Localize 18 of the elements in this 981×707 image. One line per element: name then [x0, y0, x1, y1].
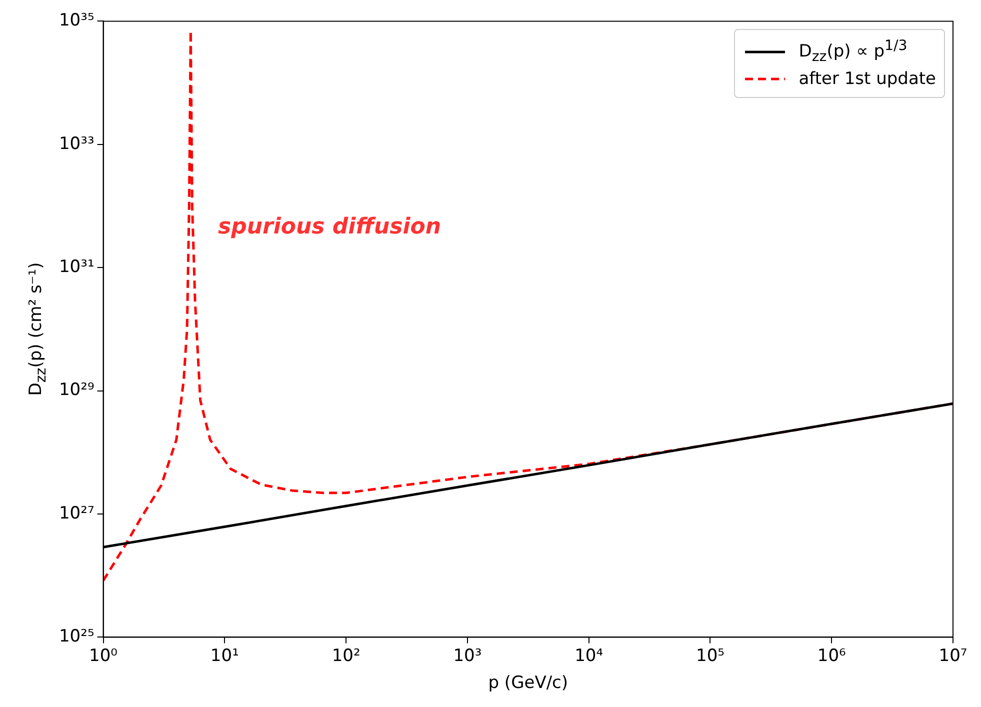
- y-tick-label: 10²⁷: [58, 503, 94, 524]
- x-axis-title: p (GeV/c): [488, 673, 568, 694]
- x-tick-label: 10⁶: [817, 646, 846, 666]
- x-tick-label: 10¹: [210, 646, 239, 666]
- y-tick-label: 10²⁵: [58, 626, 94, 647]
- x-tick-label: 10²: [332, 646, 360, 666]
- annotation: spurious diffusion: [218, 214, 442, 240]
- x-tick-label: 10⁵: [696, 646, 724, 666]
- x-tick-label: 10⁴: [574, 646, 604, 666]
- y-tick-label: 10³⁵: [58, 10, 94, 31]
- legend-label: D$_{zz}$(p) ∝ p$^{1/3}$: [798, 38, 908, 66]
- legend-label: after 1st update: [798, 69, 936, 90]
- x-tick-label: 10³: [453, 646, 482, 666]
- y-tick-label: 10²⁹: [58, 380, 94, 400]
- y-tick-label: 10³³: [58, 134, 94, 154]
- x-tick-label: 10⁷: [938, 646, 968, 666]
- x-tick-label: 10⁰: [89, 646, 118, 666]
- y-tick-label: 10³¹: [58, 257, 94, 278]
